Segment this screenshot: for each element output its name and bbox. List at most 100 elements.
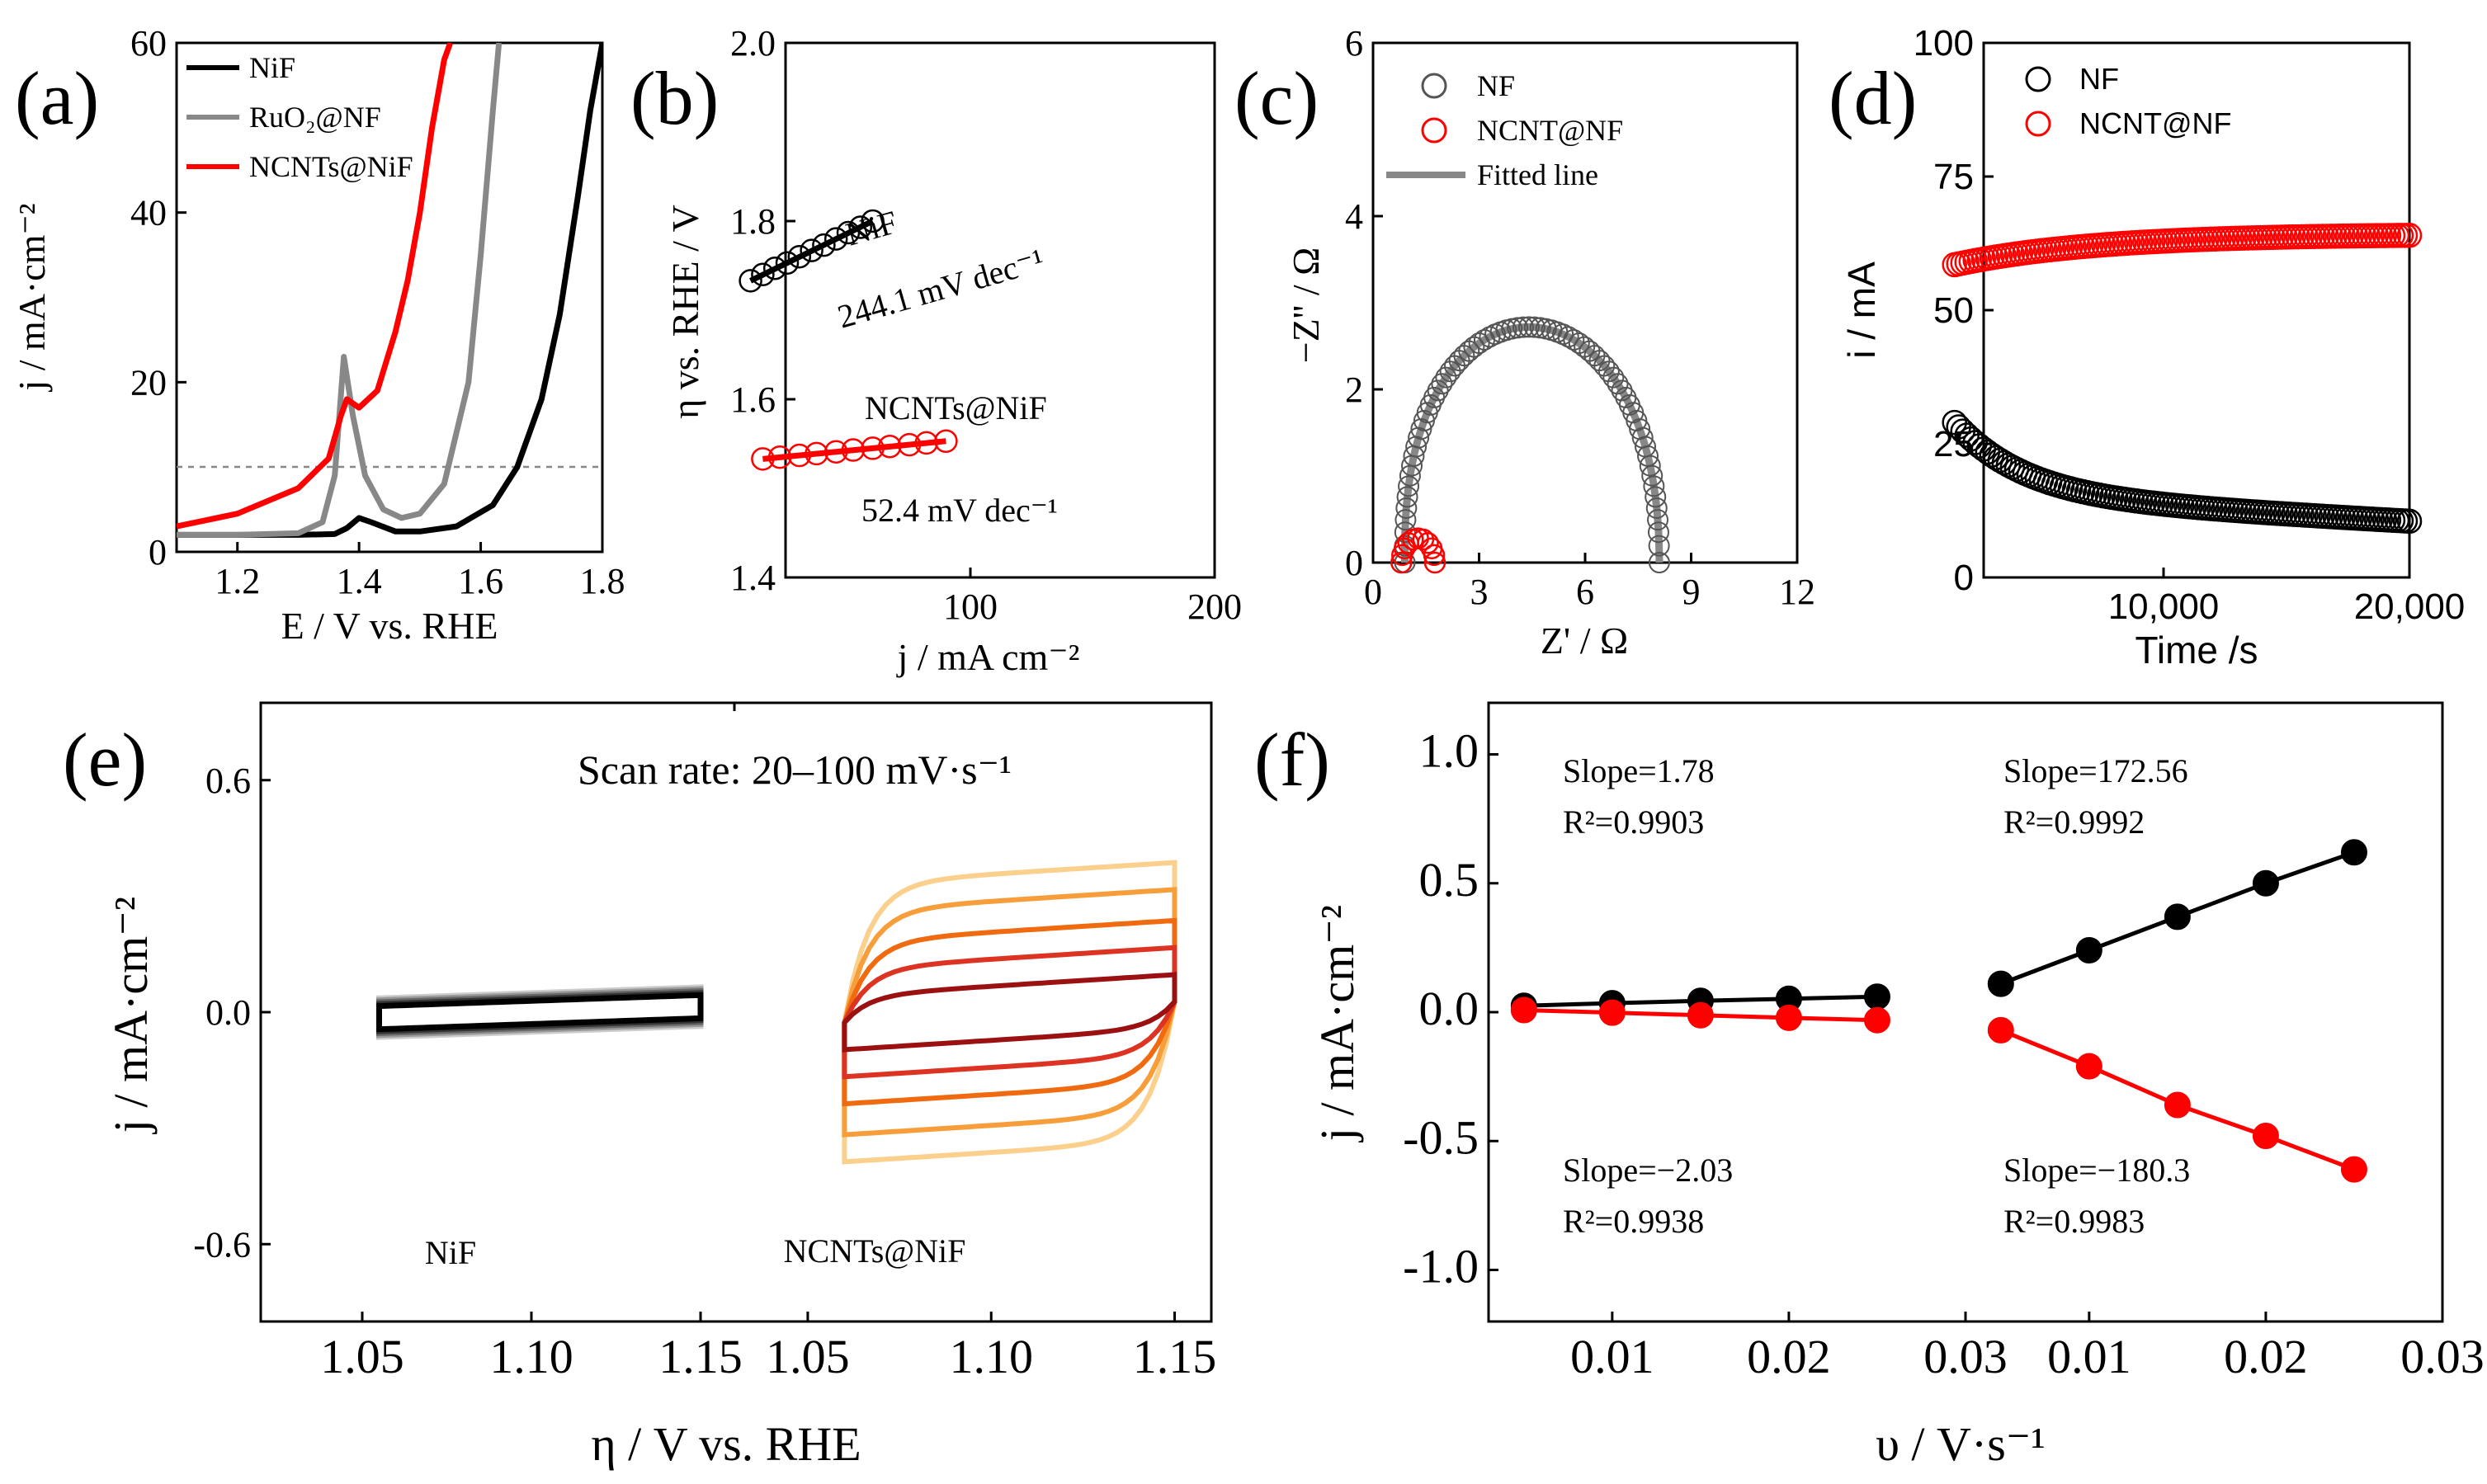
panel-f-xlabel: υ / V·s⁻¹ bbox=[1876, 1417, 2046, 1471]
panel-c-ytick-label-2: 4 bbox=[1345, 196, 1363, 237]
panel-d-ncnt-point-110 bbox=[2396, 223, 2423, 248]
panel-e-label-nif: NiF bbox=[425, 1234, 476, 1271]
panel-b-ylabel: η vs. RHE / V bbox=[664, 205, 706, 419]
panel-b-point-1-6 bbox=[861, 436, 885, 460]
panel-d-xtick-label-1: 20,000 bbox=[2354, 587, 2466, 627]
panel-e-ytick-label-0: -0.6 bbox=[193, 1224, 251, 1265]
panel-c-nf-point-67 bbox=[1647, 509, 1669, 531]
legend-d-label-1: NCNT@NF bbox=[2079, 106, 2232, 140]
legend-c-label-1: NCNT@NF bbox=[1477, 114, 1623, 147]
panel-e-1-xtick-label-1: 1.10 bbox=[949, 1330, 1033, 1383]
panel-d: (d) 10,000 20,000 0 25 50 75 100 NF NCNT@NF T… bbox=[1829, 23, 2465, 671]
panel-c-nf-point-42 bbox=[1557, 326, 1579, 348]
panel-b-xtick-label-1: 200 bbox=[1187, 587, 1242, 627]
panel-b: (b) 100 200 1.4 1.6 1.8 2.0 NiF 244.1 mV dec… bbox=[630, 23, 1242, 678]
panel-c-nf-point-5 bbox=[1396, 486, 1418, 508]
panel-f-ylabel: j / mA·cm⁻² bbox=[1310, 905, 1364, 1142]
panel-f-point-0-0-4 bbox=[1863, 983, 1890, 1011]
panel-c-xlabel: Z' / Ω bbox=[1541, 620, 1628, 662]
panel-b-point-1-10 bbox=[934, 429, 958, 454]
panel-e-ytick-label-2: 0.6 bbox=[205, 761, 251, 801]
panel-a-line-0 bbox=[177, 43, 602, 538]
panel-d-nf-point-6 bbox=[1966, 433, 1993, 459]
panel-c-fit-line bbox=[1401, 323, 1664, 563]
panel-f-ytick-label-3: -0.5 bbox=[1403, 1110, 1479, 1164]
panel-c-nf-point-65 bbox=[1645, 486, 1667, 508]
panel-f: (f) 0.01 0.02 0.03 0.01 0.02 0.03 1.0 0.5 0.0 -0… bbox=[1254, 701, 2485, 1471]
panel-a: (a) 1.2 1.4 1.6 1.8 0 20 40 60 NiF RuO₂@NF NCN… bbox=[11, 23, 625, 647]
panel-e-yticks: -0.6 0.0 0.6 bbox=[193, 761, 271, 1265]
panel-b-ytick-label-3: 2.0 bbox=[730, 23, 776, 64]
panel-c-nf-point-3 bbox=[1395, 509, 1417, 531]
panel-b-point-1-7 bbox=[878, 434, 902, 459]
panel-b-point-1-0 bbox=[751, 447, 775, 471]
panel-b-series bbox=[739, 209, 958, 471]
panel-b-xticks: 100 200 bbox=[943, 568, 1242, 627]
panel-d-nf-point-110 bbox=[2396, 508, 2423, 535]
panel-c-xticks: 0 3 6 9 12 bbox=[1364, 553, 1815, 612]
panel-c-nf-point-63 bbox=[1641, 464, 1664, 487]
panel-b-label: (b) bbox=[630, 56, 719, 140]
panel-f-point-0-1-4 bbox=[1863, 1006, 1890, 1034]
panel-a-ytick-label-1: 20 bbox=[130, 362, 167, 403]
panel-b-point-0-9 bbox=[848, 215, 873, 239]
panel-c-xtick-label-3: 9 bbox=[1682, 572, 1701, 612]
panel-b-point-1-8 bbox=[897, 432, 922, 457]
panel-b-ytick-label-1: 1.6 bbox=[730, 379, 776, 420]
panel-b-slope-nif: 244.1 mV dec⁻¹ bbox=[833, 241, 1048, 335]
panel-f-point-1-1-2 bbox=[2164, 1091, 2191, 1119]
panel-b-point-0-10 bbox=[861, 209, 885, 233]
panel-c-nf-point-6 bbox=[1398, 475, 1420, 497]
panel-c-xtick-label-2: 6 bbox=[1576, 572, 1594, 612]
panel-c-ytick-label-0: 0 bbox=[1345, 543, 1363, 583]
panel-f-point-1-1-3 bbox=[2252, 1123, 2279, 1149]
panel-c-series bbox=[1390, 316, 1670, 574]
panel-b-point-1-3 bbox=[805, 441, 828, 466]
panel-a-yticks: 0 20 40 60 bbox=[130, 23, 186, 572]
panel-f-slope-0-cathodic: Slope=−2.03 bbox=[1563, 1152, 1733, 1189]
panel-f-point-0-1-2 bbox=[1687, 1001, 1714, 1029]
panel-e-cv-0-0 bbox=[376, 992, 704, 1033]
panel-f-r2-1-cathodic: R²=0.9983 bbox=[2003, 1203, 2145, 1240]
panel-e-frame bbox=[259, 701, 1213, 1323]
legend-d-marker-0 bbox=[2025, 66, 2051, 92]
panel-f-0-xtick-label-1: 0.02 bbox=[1747, 1330, 1831, 1383]
panel-c-nf-point-26 bbox=[1468, 332, 1490, 355]
panel-b-point-0-7 bbox=[823, 227, 848, 251]
panel-d-ytick-label-1: 25 bbox=[1933, 424, 1974, 464]
legend-c-label-2: Fitted line bbox=[1477, 158, 1598, 191]
panel-e-cv-1-0 bbox=[842, 972, 1177, 1053]
panel-e-ylabel: j / mA·cm⁻² bbox=[104, 897, 158, 1134]
panel-b-frame bbox=[784, 41, 1216, 579]
panel-f-point-1-0-2 bbox=[2164, 903, 2191, 930]
panel-f-r2-0-anodic: R²=0.9903 bbox=[1563, 803, 1704, 841]
panel-c-label: (c) bbox=[1234, 56, 1319, 140]
panel-c-nf-point-70 bbox=[1648, 552, 1670, 573]
panel-d-xtick-label-0: 10,000 bbox=[2108, 587, 2220, 627]
panel-c-nf-point-25 bbox=[1463, 336, 1485, 358]
panel-c-nf-point-35 bbox=[1517, 316, 1540, 338]
panel-b-point-1-1 bbox=[767, 445, 792, 469]
panel-d-xticks: 10,000 20,000 bbox=[2108, 568, 2466, 627]
panel-f-0-xtick-label-0: 0.01 bbox=[1570, 1330, 1654, 1383]
panel-a-ytick-label-0: 0 bbox=[149, 532, 167, 572]
panel-e-ytick-label-1: 0.0 bbox=[205, 992, 251, 1033]
panel-c-nf-point-2 bbox=[1394, 521, 1416, 544]
panel-a-xtick-label-3: 1.8 bbox=[580, 561, 625, 601]
panel-f-ytick-label-2: 0.0 bbox=[1419, 982, 1479, 1035]
panel-f-r2-1-anodic: R²=0.9992 bbox=[2003, 803, 2145, 841]
panel-f-point-1-1-0 bbox=[1987, 1016, 2014, 1044]
panel-c-nf-point-66 bbox=[1645, 497, 1668, 519]
panel-b-label-nif: NiF bbox=[842, 203, 901, 252]
panel-c-nf-point-19 bbox=[1435, 366, 1457, 389]
panel-d-ytick-label-2: 50 bbox=[1933, 290, 1974, 331]
panel-d-ylabel: i / mA bbox=[1840, 261, 1883, 359]
panel-f-ytick-label-4: -1.0 bbox=[1403, 1240, 1479, 1293]
panel-b-label-ncnt: NCNTs@NiF bbox=[865, 389, 1047, 426]
panel-c-xtick-label-0: 0 bbox=[1364, 572, 1382, 612]
panel-c-ncnt-point-10 bbox=[1423, 551, 1446, 574]
panel-c: (c) 0 3 6 9 12 0 2 4 6 NF NCNT@NF Fitted line Z… bbox=[1234, 23, 1815, 662]
panel-d-series bbox=[1942, 223, 2423, 535]
panel-d-yticks: 0 25 50 75 100 bbox=[1914, 23, 1994, 598]
panel-e-1-xtick-label-2: 1.15 bbox=[1133, 1330, 1217, 1383]
